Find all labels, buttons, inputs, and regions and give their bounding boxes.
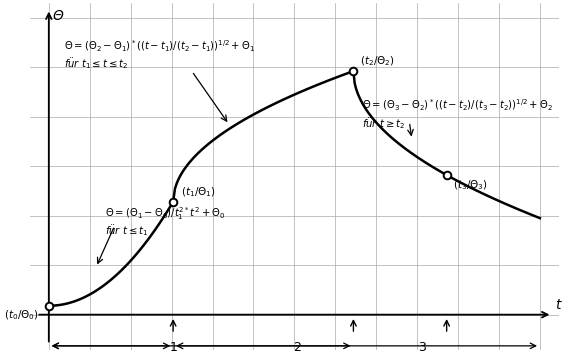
Text: $f\ddot{u}r\ t_1 \leq t \leq t_2$: $f\ddot{u}r\ t_1 \leq t \leq t_2$	[64, 56, 128, 71]
Text: $f\ddot{u}r\ t \leq t_1$: $f\ddot{u}r\ t \leq t_1$	[105, 223, 148, 238]
Text: $(t_1/\Theta_1)$: $(t_1/\Theta_1)$	[180, 185, 215, 199]
Text: $(t_3/\Theta_3)$: $(t_3/\Theta_3)$	[453, 178, 488, 192]
Text: $f\ddot{u}r\ t \geq t_2$: $f\ddot{u}r\ t \geq t_2$	[362, 116, 405, 131]
Text: 1: 1	[169, 341, 177, 354]
Text: $(t_2/\Theta_2)$: $(t_2/\Theta_2)$	[360, 55, 394, 68]
Text: $(t_0/\Theta_0)$: $(t_0/\Theta_0)$	[4, 309, 39, 322]
Text: t: t	[555, 298, 560, 312]
Text: Θ: Θ	[53, 9, 64, 23]
Text: $\Theta = (\Theta_3 - \Theta_2)^* ((t - t_2)/(t_3 - t_2))^{1/2} + \Theta_2$: $\Theta = (\Theta_3 - \Theta_2)^* ((t - …	[362, 98, 553, 113]
Text: $\Theta = (\Theta_1 - \Theta_0)/t_1^{2*}t^2 + \Theta_0$: $\Theta = (\Theta_1 - \Theta_0)/t_1^{2*}…	[105, 205, 225, 222]
Text: $\Theta = (\Theta_2 - \Theta_1)^* ((t - t_1)/(t_2 - t_1))^{1/2} + \Theta_1$: $\Theta = (\Theta_2 - \Theta_1)^* ((t - …	[64, 38, 255, 54]
Text: 2: 2	[294, 341, 301, 354]
Text: 3: 3	[418, 341, 426, 354]
